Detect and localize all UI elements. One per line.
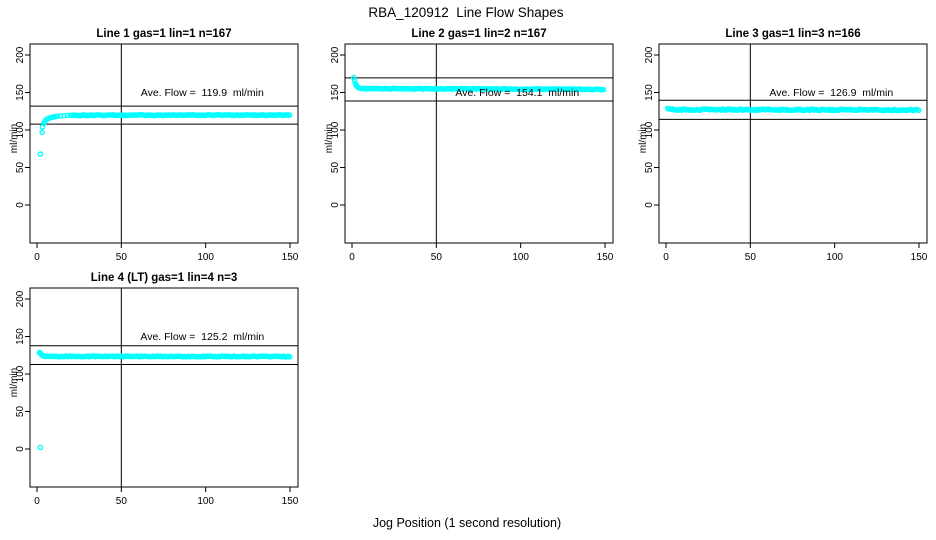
data-point bbox=[61, 112, 67, 119]
data-point bbox=[286, 354, 293, 360]
x-tick-label: 100 bbox=[197, 496, 214, 507]
data-points bbox=[350, 74, 607, 93]
panel-title: Line 1 gas=1 lin=1 n=167 bbox=[96, 28, 231, 40]
y-tick-label: 200 bbox=[644, 46, 655, 63]
y-tick-label: 100 bbox=[330, 121, 341, 138]
plot-box bbox=[29, 43, 299, 244]
data-point bbox=[286, 112, 293, 118]
y-axis-label: ml/min bbox=[9, 124, 20, 153]
y-tick-label: 150 bbox=[15, 84, 26, 101]
data-point bbox=[600, 86, 607, 93]
x-tick-label: 0 bbox=[34, 252, 40, 263]
panel-1: 0 50 100 150 0 50 100 150 200 ml/min Line 1 gas=1 … bbox=[9, 28, 299, 263]
data-points bbox=[36, 349, 293, 451]
y-tick-label: 150 bbox=[644, 84, 655, 101]
y-tick-label: 50 bbox=[644, 162, 655, 174]
y-tick-label: 150 bbox=[15, 328, 26, 345]
x-tick-label: 100 bbox=[512, 252, 529, 263]
average-flow-label: Ave. Flow = 154.1 ml/min bbox=[455, 87, 579, 99]
panel-title: Line 3 gas=1 lin=3 n=166 bbox=[725, 28, 860, 40]
y-tick-label: 200 bbox=[330, 46, 341, 63]
data-point bbox=[350, 74, 357, 81]
y-tick-label: 150 bbox=[330, 84, 341, 101]
x-tick-label: 50 bbox=[116, 496, 128, 507]
x-tick-label: 0 bbox=[34, 496, 40, 507]
x-tick-label: 150 bbox=[282, 496, 299, 507]
y-tick-label: 100 bbox=[15, 121, 26, 138]
panel-title: Line 2 gas=1 lin=2 n=167 bbox=[411, 28, 546, 40]
x-tick-label: 150 bbox=[282, 252, 299, 263]
y-tick-label: 50 bbox=[15, 406, 26, 418]
y-tick-label: 50 bbox=[330, 162, 341, 174]
data-points bbox=[664, 105, 922, 114]
data-point bbox=[57, 113, 64, 119]
x-tick-label: 150 bbox=[911, 252, 928, 263]
average-flow-label: Ave. Flow = 126.9 ml/min bbox=[769, 87, 893, 99]
panels-group: 0 50 100 150 0 50 100 150 200 ml/min Line 1 gas=1 … bbox=[9, 28, 928, 507]
y-tick-label: 100 bbox=[15, 365, 26, 382]
average-flow-label: Ave. Flow = 125.2 ml/min bbox=[140, 331, 264, 343]
y-tick-label: 0 bbox=[330, 202, 341, 208]
plot-box bbox=[29, 287, 299, 488]
data-points bbox=[37, 111, 293, 157]
y-tick-label: 200 bbox=[15, 46, 26, 63]
y-tick-label: 0 bbox=[15, 202, 26, 208]
y-tick-label: 50 bbox=[15, 162, 26, 174]
data-point bbox=[39, 129, 45, 136]
x-tick-label: 50 bbox=[431, 252, 443, 263]
x-tick-label: 0 bbox=[663, 252, 669, 263]
data-point bbox=[351, 77, 358, 84]
y-tick-label: 0 bbox=[15, 446, 26, 452]
average-flow-label: Ave. Flow = 119.9 ml/min bbox=[141, 87, 264, 99]
panel-2: 0 50 100 150 0 50 100 150 200 ml/min Line 2 gas=1 … bbox=[324, 28, 614, 263]
panel-4: 0 50 100 150 0 50 100 150 200 ml/min Line 4 (LT) g… bbox=[9, 272, 299, 507]
data-point bbox=[915, 107, 922, 114]
y-tick-label: 200 bbox=[15, 290, 26, 307]
x-tick-label: 50 bbox=[116, 252, 128, 263]
y-axis-label: ml/min bbox=[638, 124, 649, 153]
data-point bbox=[64, 112, 71, 119]
plot-box bbox=[658, 43, 928, 244]
panel-3: 0 50 100 150 0 50 100 150 200 ml/min Line 3 gas=1 … bbox=[638, 28, 928, 263]
y-axis-label: ml/min bbox=[324, 124, 335, 153]
panel-title: Line 4 (LT) gas=1 lin=4 n=3 bbox=[91, 272, 237, 284]
data-point bbox=[54, 113, 61, 120]
data-point bbox=[37, 444, 44, 451]
x-tick-label: 0 bbox=[349, 252, 355, 263]
x-tick-label: 100 bbox=[826, 252, 843, 263]
chart-title: RBA_120912 Line Flow Shapes bbox=[368, 5, 563, 20]
y-tick-label: 0 bbox=[644, 202, 655, 208]
x-tick-label: 50 bbox=[745, 252, 757, 263]
plot-box bbox=[344, 43, 614, 244]
x-tick-label: 150 bbox=[597, 252, 614, 263]
x-tick-label: 100 bbox=[197, 252, 214, 263]
y-tick-label: 100 bbox=[644, 121, 655, 138]
data-point bbox=[37, 151, 44, 157]
x-axis-label: Jog Position (1 second resolution) bbox=[373, 516, 561, 530]
y-axis-label: ml/min bbox=[9, 368, 20, 397]
